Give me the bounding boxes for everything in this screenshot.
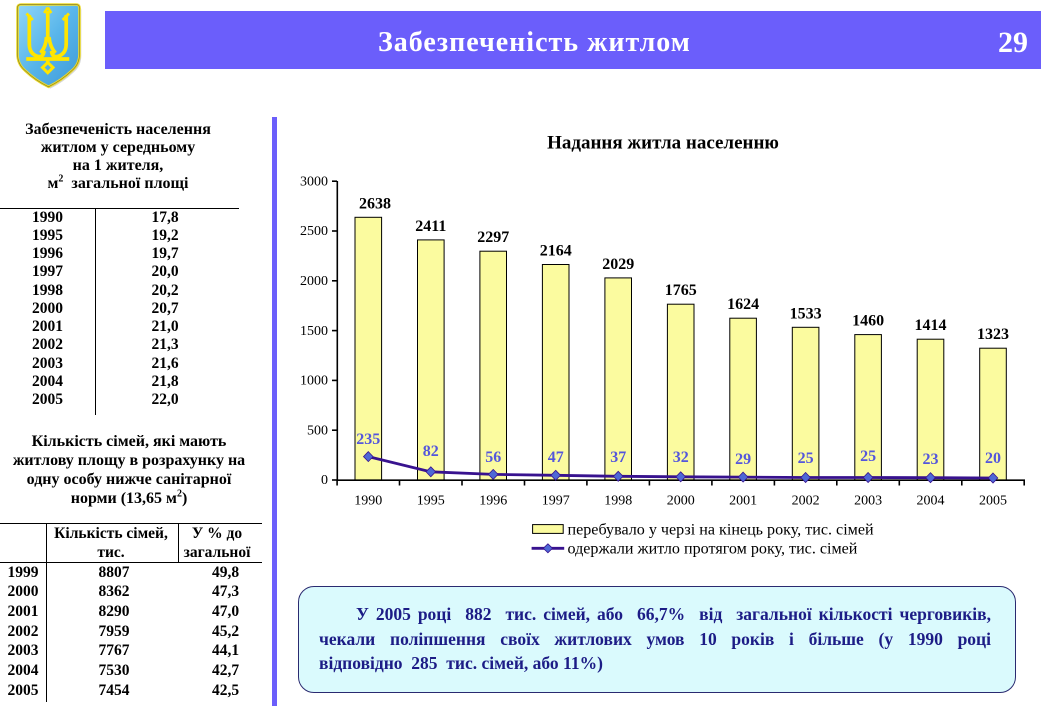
svg-text:1765: 1765	[665, 282, 697, 299]
svg-text:500: 500	[307, 423, 328, 438]
svg-text:2297: 2297	[477, 229, 509, 246]
svg-text:0: 0	[321, 473, 328, 488]
svg-text:32: 32	[673, 449, 689, 466]
svg-text:1997: 1997	[542, 494, 570, 509]
svg-text:1995: 1995	[417, 494, 445, 509]
svg-text:2001: 2001	[729, 494, 757, 509]
svg-text:47: 47	[548, 449, 564, 466]
svg-text:37: 37	[610, 449, 626, 466]
svg-text:2029: 2029	[602, 256, 634, 273]
svg-text:3000: 3000	[300, 174, 328, 189]
svg-text:56: 56	[485, 449, 501, 466]
svg-text:1624: 1624	[727, 296, 759, 313]
svg-text:25: 25	[860, 448, 876, 465]
svg-text:одержали житло протягом року,: одержали житло протягом року, тис. сімей	[568, 540, 858, 557]
svg-text:1533: 1533	[790, 305, 822, 322]
svg-text:2004: 2004	[917, 494, 945, 509]
svg-text:29: 29	[735, 451, 751, 468]
svg-text:1996: 1996	[479, 494, 507, 509]
svg-text:1000: 1000	[300, 374, 328, 389]
svg-text:23: 23	[923, 451, 939, 468]
svg-text:2003: 2003	[854, 494, 882, 509]
svg-text:2411: 2411	[415, 218, 446, 235]
svg-text:235: 235	[356, 431, 380, 448]
svg-text:2638: 2638	[359, 195, 391, 212]
svg-text:перебувало у черзі на кінець р: перебувало у черзі на кінець року, тис. …	[568, 521, 874, 538]
svg-text:1460: 1460	[852, 313, 884, 330]
svg-text:Надання житла населенню: Надання житла населенню	[547, 133, 779, 154]
svg-text:2005: 2005	[979, 494, 1007, 509]
svg-text:2000: 2000	[300, 274, 328, 289]
svg-text:2000: 2000	[667, 494, 695, 509]
svg-text:82: 82	[423, 443, 439, 460]
svg-text:1998: 1998	[604, 494, 632, 509]
svg-text:2500: 2500	[300, 224, 328, 239]
svg-text:1990: 1990	[354, 494, 382, 509]
svg-text:1500: 1500	[300, 324, 328, 339]
svg-text:2164: 2164	[540, 243, 572, 260]
svg-text:20: 20	[985, 450, 1001, 467]
svg-text:1414: 1414	[915, 317, 947, 334]
svg-text:25: 25	[798, 450, 814, 467]
svg-text:1323: 1323	[977, 326, 1009, 343]
svg-text:2002: 2002	[792, 494, 820, 509]
